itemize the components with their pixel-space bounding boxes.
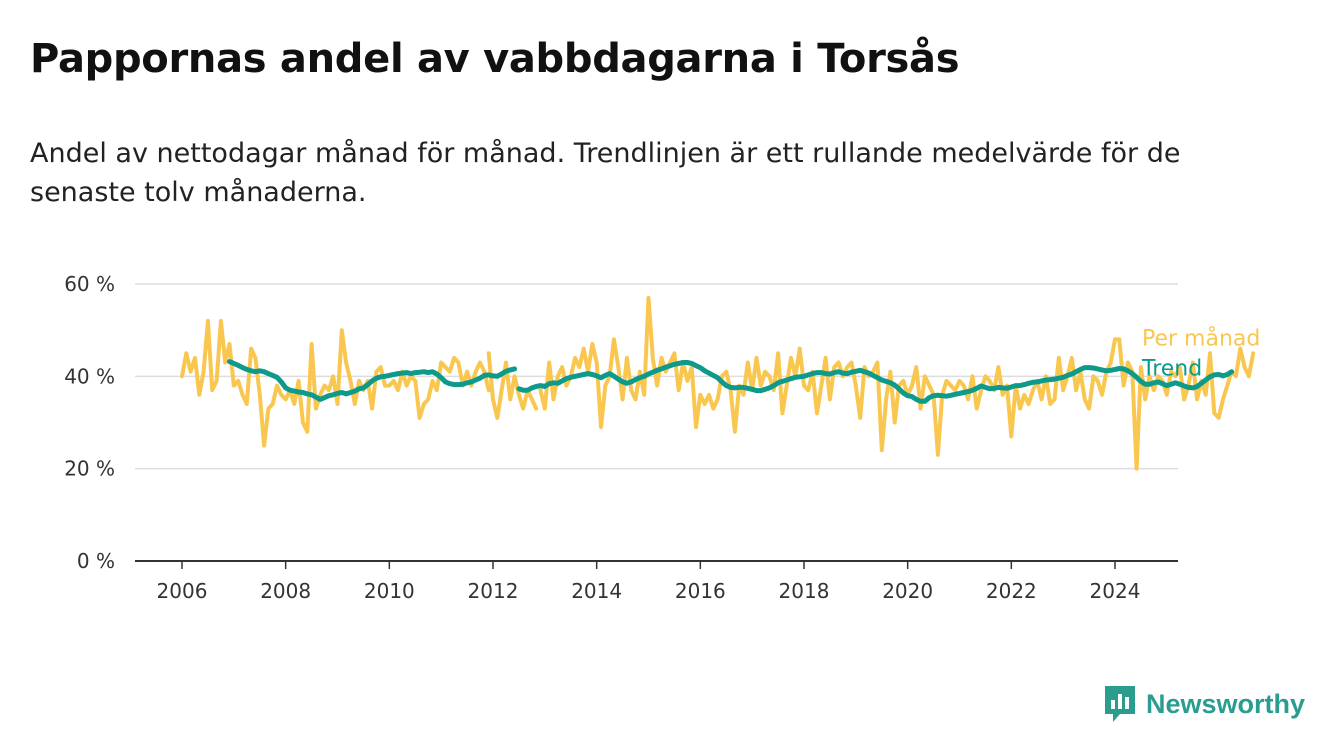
y-tick-label: 60 % <box>64 272 115 296</box>
legend-label-trend: Trend <box>1141 357 1202 382</box>
newsworthy-logo-text: Newsworthy <box>1146 688 1306 719</box>
x-tick-label: 2016 <box>675 579 726 603</box>
x-tick-label: 2006 <box>157 579 208 603</box>
y-tick-label: 20 % <box>64 457 115 481</box>
x-tick-label: 2008 <box>260 579 311 603</box>
series-line-per-manad <box>486 351 539 420</box>
x-tick-label: 2010 <box>364 579 415 603</box>
line-chart: 0 % 20 % 40 % 60 % 2006 2008 2010 2012 2014 2016… <box>64 272 1260 603</box>
legend-label-per-manad: Per månad <box>1142 325 1260 351</box>
x-tick-label: 2022 <box>986 579 1037 603</box>
x-tick-label: 2024 <box>1090 579 1141 603</box>
x-tick-label: 2014 <box>571 579 622 603</box>
chart-subtitle: Andel av nettodagar månad för månad. Tre… <box>30 138 1181 208</box>
x-axis-ticks: 2006 2008 2010 2012 2014 2016 2018 2020 2022 2024 <box>157 561 1141 603</box>
series-line-trend <box>516 360 1235 404</box>
inline-legend: Per månad Trend <box>1141 325 1260 381</box>
y-tick-label: 0 % <box>77 549 115 573</box>
series-line-trend <box>227 359 518 402</box>
series-line-per-manad <box>180 318 491 448</box>
newsworthy-logo: Newsworthy <box>1102 684 1305 724</box>
y-axis-ticks: 0 % 20 % 40 % 60 % <box>64 272 115 573</box>
chart-title: Pappornas andel av vabbdagarna i Torsås <box>30 36 960 82</box>
x-tick-label: 2018 <box>779 579 830 603</box>
grid-lines <box>135 283 1178 562</box>
series-lines <box>180 295 1256 471</box>
y-tick-label: 40 % <box>64 364 115 388</box>
x-tick-label: 2020 <box>882 579 933 603</box>
newsworthy-logo-icon <box>1105 686 1135 722</box>
x-tick-label: 2012 <box>468 579 519 603</box>
